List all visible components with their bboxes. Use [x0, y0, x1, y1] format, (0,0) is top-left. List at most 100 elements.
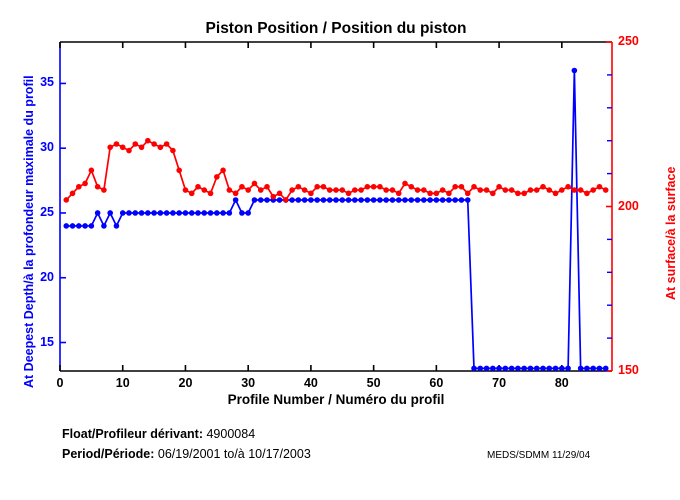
data-point — [232, 197, 239, 203]
left-tick-30: 30 — [40, 140, 54, 155]
data-point — [245, 210, 251, 216]
data-point — [452, 183, 458, 190]
data-point — [590, 365, 596, 372]
data-point — [383, 197, 389, 203]
x-tick-70: 70 — [492, 376, 507, 390]
data-point — [182, 187, 189, 193]
data-point — [257, 197, 264, 203]
data-point — [188, 190, 195, 197]
data-point — [546, 365, 553, 372]
data-series-group — [63, 67, 609, 372]
data-point — [602, 365, 609, 372]
data-point — [220, 167, 226, 174]
series-line-0 — [65, 69, 607, 370]
axes-frame — [59, 41, 613, 372]
data-point — [408, 183, 415, 190]
data-point — [540, 365, 546, 372]
data-point — [370, 197, 377, 203]
data-point — [477, 365, 484, 372]
data-point — [596, 365, 603, 372]
right-tick-200: 200 — [618, 198, 639, 213]
data-point — [220, 210, 226, 216]
data-point — [157, 210, 164, 216]
credit-text: MEDS/SDMM 11/29/04 — [487, 450, 591, 461]
data-point — [232, 190, 239, 197]
data-point — [201, 187, 208, 193]
data-point — [326, 197, 333, 203]
data-point — [214, 174, 220, 180]
data-point — [251, 180, 258, 187]
data-point — [320, 183, 327, 190]
data-point — [490, 190, 496, 197]
x-tick-60: 60 — [429, 376, 444, 390]
data-point — [389, 187, 396, 193]
float-row: Float/Profileur dérivant: 4900084 — [62, 424, 311, 444]
data-point — [119, 144, 126, 151]
data-point — [559, 365, 565, 372]
data-point — [119, 210, 126, 216]
period-value: 06/19/2001 to/à 10/17/2003 — [157, 447, 311, 461]
data-point — [170, 210, 176, 216]
data-point — [502, 365, 509, 372]
data-point — [515, 365, 521, 372]
data-point — [251, 197, 258, 203]
x-axis-label: Profile Number / Numéro du profil — [227, 392, 445, 407]
data-point — [195, 183, 201, 190]
data-point — [527, 187, 534, 193]
data-point — [295, 183, 302, 190]
data-point — [345, 197, 352, 203]
data-point — [496, 365, 502, 372]
data-point — [458, 183, 465, 190]
left-tick-25: 25 — [40, 204, 54, 219]
data-point — [464, 190, 471, 197]
data-point — [358, 187, 364, 193]
data-point — [88, 167, 95, 174]
data-point — [458, 197, 465, 203]
data-point — [264, 197, 270, 203]
data-point — [182, 210, 189, 216]
data-point — [289, 187, 295, 193]
data-point — [439, 197, 446, 203]
data-point — [113, 223, 120, 229]
x-tick-30: 30 — [241, 376, 256, 390]
data-point — [483, 187, 490, 193]
data-point — [145, 210, 151, 216]
x-tick-40: 40 — [303, 376, 318, 390]
data-point — [201, 210, 208, 216]
data-point — [145, 137, 151, 144]
data-point — [270, 193, 277, 200]
data-point — [577, 187, 584, 193]
data-point — [157, 144, 164, 151]
data-point — [226, 187, 233, 193]
data-point — [565, 365, 571, 372]
data-point — [427, 190, 433, 197]
data-point — [257, 187, 264, 193]
x-tick-80: 80 — [554, 376, 569, 390]
data-point — [471, 183, 477, 190]
data-point — [483, 365, 490, 372]
data-point — [370, 183, 377, 190]
data-point — [471, 365, 477, 372]
data-point — [433, 190, 440, 197]
data-point — [490, 365, 496, 372]
data-point — [414, 187, 421, 193]
data-point — [207, 190, 214, 197]
data-point — [132, 141, 139, 147]
data-point — [264, 183, 270, 190]
data-point — [69, 223, 76, 229]
data-point — [308, 197, 314, 203]
data-point — [339, 197, 346, 203]
data-point — [383, 187, 389, 193]
data-point — [301, 197, 308, 203]
left-tick-35: 35 — [40, 75, 54, 90]
left-tick-15: 15 — [40, 334, 54, 349]
data-point — [395, 190, 402, 197]
data-point — [94, 183, 101, 190]
data-point — [433, 197, 440, 203]
data-point — [301, 187, 308, 193]
data-point — [446, 197, 452, 203]
data-point — [414, 197, 421, 203]
data-point — [452, 197, 458, 203]
data-point — [521, 365, 527, 372]
